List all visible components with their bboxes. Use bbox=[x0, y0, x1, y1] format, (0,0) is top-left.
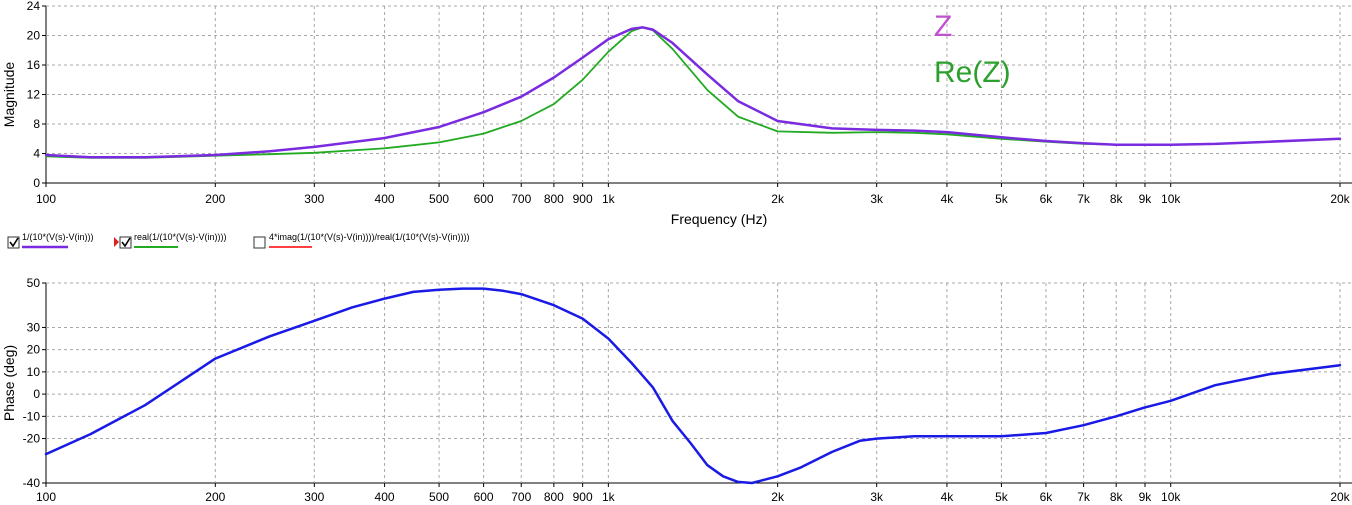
legend-item-3[interactable]: 4*imag(1/(10*(V(s)-V(in))))/real(1/(10*(… bbox=[253, 232, 470, 249]
x-tick-label: 4k bbox=[941, 192, 955, 206]
x-tick-label: 800 bbox=[544, 490, 564, 504]
x-tick-label: 1k bbox=[602, 192, 616, 206]
y-tick-label: 20 bbox=[27, 343, 41, 357]
x-tick-label: 2k bbox=[771, 192, 785, 206]
y-tick-label: -20 bbox=[23, 432, 41, 446]
x-tick-label: 100 bbox=[36, 490, 56, 504]
x-tick-label: 10k bbox=[1161, 192, 1181, 206]
y-tick-label: 30 bbox=[27, 320, 41, 334]
y-tick-label: 10 bbox=[27, 365, 41, 379]
x-tick-label: 20k bbox=[1330, 192, 1350, 206]
x-tick-label: 900 bbox=[573, 192, 593, 206]
x-tick-label: 900 bbox=[573, 490, 593, 504]
x-tick-label: 1k bbox=[602, 490, 616, 504]
check-icon bbox=[9, 237, 19, 248]
x-tick-label: 200 bbox=[205, 192, 225, 206]
y-tick-label: 0 bbox=[33, 387, 40, 401]
x-tick-label: 300 bbox=[304, 192, 324, 206]
x-tick-label: 600 bbox=[474, 490, 494, 504]
x-tick-label: 8k bbox=[1110, 490, 1124, 504]
x-tick-label: 9k bbox=[1139, 490, 1153, 504]
y-axis-title: Phase (deg) bbox=[1, 345, 17, 421]
x-tick-label: 4k bbox=[941, 490, 955, 504]
y-tick-label: 0 bbox=[33, 176, 40, 190]
x-tick-label: 9k bbox=[1139, 192, 1153, 206]
check-icon bbox=[121, 237, 131, 248]
x-tick-label: 3k bbox=[870, 490, 884, 504]
y-tick-label: -10 bbox=[23, 409, 41, 423]
y-tick-label: -40 bbox=[23, 476, 41, 490]
x-tick-label: 3k bbox=[870, 192, 884, 206]
x-tick-label: 7k bbox=[1077, 490, 1091, 504]
overlay-label-rez: Re(Z) bbox=[934, 56, 1011, 89]
x-tick-label: 8k bbox=[1110, 192, 1124, 206]
y-tick-label: 50 bbox=[27, 276, 41, 290]
x-tick-label: 400 bbox=[375, 490, 395, 504]
x-tick-label: 600 bbox=[474, 192, 494, 206]
x-tick-label: 400 bbox=[375, 192, 395, 206]
y-tick-label: 16 bbox=[27, 58, 41, 72]
x-tick-label: 500 bbox=[429, 192, 449, 206]
x-tick-label: 2k bbox=[771, 490, 785, 504]
y-axis-title: Magnitude bbox=[1, 62, 17, 128]
x-tick-label: 6k bbox=[1040, 490, 1054, 504]
x-tick-label: 7k bbox=[1077, 192, 1091, 206]
x-tick-label: 800 bbox=[544, 192, 564, 206]
x-tick-label: 300 bbox=[304, 490, 324, 504]
y-tick-label: 20 bbox=[27, 29, 41, 43]
legend-checkbox-1[interactable] bbox=[7, 236, 20, 249]
x-tick-label: 700 bbox=[511, 490, 531, 504]
x-tick-label: 500 bbox=[429, 490, 449, 504]
legend-item-1[interactable]: 1/(10*(V(s)-V(in))) bbox=[7, 232, 94, 249]
legend-label-2: real(1/(10*(V(s)-V(in)))) bbox=[134, 232, 227, 242]
x-axis-title: Frequency (Hz) bbox=[671, 211, 767, 227]
series-line-1 bbox=[44, 26, 1342, 159]
y-tick-label: 8 bbox=[33, 117, 40, 131]
x-tick-label: 5k bbox=[995, 490, 1009, 504]
legend-checkbox-2[interactable] bbox=[119, 236, 132, 249]
y-tick-label: 24 bbox=[27, 0, 41, 13]
legend-label-1: 1/(10*(V(s)-V(in))) bbox=[22, 232, 94, 242]
legend-label-3: 4*imag(1/(10*(V(s)-V(in))))/real(1/(10*(… bbox=[269, 232, 470, 242]
marker-icon bbox=[114, 237, 119, 247]
x-tick-label: 5k bbox=[995, 192, 1009, 206]
x-tick-label: 100 bbox=[36, 192, 56, 206]
x-tick-label: 200 bbox=[205, 490, 225, 504]
magnitude-plot: 100 200 300 400 500 600 700 800 900 1k 2k 3k 4k 5k 6k 7… bbox=[1, 0, 1352, 227]
x-tick-label: 20k bbox=[1330, 490, 1350, 504]
series-line-2 bbox=[45, 26, 1341, 159]
legend-item-2[interactable]: real(1/(10*(V(s)-V(in)))) bbox=[114, 232, 227, 249]
y-tick-label: 12 bbox=[27, 88, 41, 102]
x-tick-label: 10k bbox=[1161, 490, 1181, 504]
legend: 1/(10*(V(s)-V(in))) real(1/(10*(V(s)-V(i… bbox=[7, 232, 470, 249]
series-line-1 bbox=[44, 287, 1342, 485]
phase-plot: 100 200 300 400 500 600 700 800 900 1k 2k 3k 4k 5k 6k 7… bbox=[1, 276, 1352, 504]
x-tick-label: 700 bbox=[511, 192, 531, 206]
overlay-label-z: Z bbox=[934, 10, 952, 43]
x-tick-label: 6k bbox=[1040, 192, 1054, 206]
y-tick-label: 4 bbox=[33, 147, 40, 161]
legend-checkbox-3[interactable] bbox=[253, 236, 266, 249]
